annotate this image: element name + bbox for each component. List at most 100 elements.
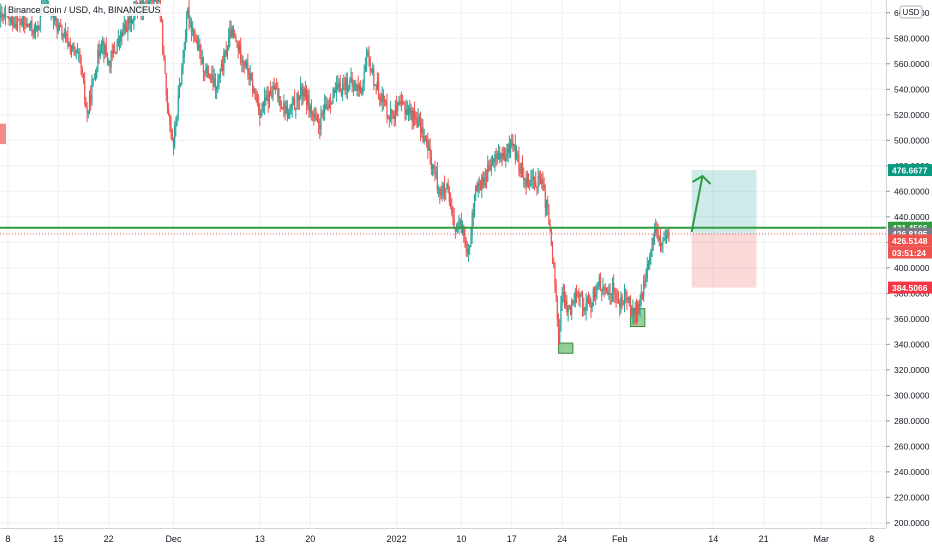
- candle-body: [458, 221, 459, 227]
- candle-body: [187, 8, 188, 16]
- candle-body: [74, 48, 75, 52]
- candle-body: [182, 57, 183, 66]
- candle-body: [460, 220, 461, 221]
- candle-body: [10, 18, 11, 21]
- candle-body: [109, 61, 110, 67]
- candle-body: [662, 240, 663, 244]
- candle-body: [278, 96, 279, 98]
- candle-body: [470, 235, 471, 245]
- candle-body: [254, 88, 255, 93]
- candle-body: [594, 289, 595, 297]
- candle-body: [59, 25, 60, 26]
- candle-body: [468, 248, 469, 253]
- candle-body: [284, 102, 285, 113]
- candle-body: [282, 108, 283, 109]
- candle-body: [311, 105, 312, 113]
- candle-body: [482, 177, 483, 185]
- candle-body: [178, 95, 179, 116]
- candle-body: [630, 303, 631, 311]
- candle-body: [128, 18, 129, 24]
- candle-body: [374, 85, 375, 86]
- candle-body: [269, 91, 270, 104]
- candle-body: [668, 231, 669, 241]
- candle-body: [17, 19, 18, 28]
- candle-body: [310, 105, 311, 112]
- candle-body: [186, 17, 187, 39]
- candle-body: [110, 51, 111, 67]
- y-tick-label: 520.0000: [894, 110, 930, 120]
- candle-body: [96, 70, 97, 77]
- candle-body: [439, 189, 440, 194]
- candle-body: [67, 36, 68, 46]
- candle-body: [530, 179, 531, 184]
- candle-body: [647, 264, 648, 278]
- candle-body: [533, 177, 534, 179]
- x-tick-label: 13: [255, 534, 265, 544]
- candle-body: [347, 78, 348, 91]
- candle-body: [667, 231, 668, 233]
- candle-body: [203, 57, 204, 72]
- candle-body: [511, 142, 512, 145]
- candle-body: [446, 184, 447, 189]
- candle-body: [546, 200, 547, 208]
- candle-body: [568, 306, 569, 312]
- candle-body: [488, 165, 489, 169]
- candle-body: [312, 113, 313, 114]
- candle-body: [485, 177, 486, 178]
- candle-body: [46, 0, 47, 1]
- price-label: 03:51:24: [892, 248, 926, 258]
- candle-body: [403, 103, 404, 104]
- candle-body: [424, 136, 425, 141]
- candle-body: [521, 163, 522, 174]
- candle-body: [170, 125, 171, 130]
- candle-body: [433, 165, 434, 168]
- candle-body: [432, 165, 433, 169]
- candle-body: [416, 120, 417, 127]
- candle-body: [413, 111, 414, 122]
- candle-body: [313, 114, 314, 117]
- candle-body: [639, 298, 640, 310]
- candle-body: [27, 24, 28, 26]
- candle-body: [418, 117, 419, 127]
- candle-body: [193, 29, 194, 39]
- candle-body: [552, 245, 553, 263]
- candle-body: [260, 110, 261, 118]
- x-tick-label: 21: [759, 534, 769, 544]
- candle-body: [39, 27, 40, 30]
- y-tick-label: 320.0000: [894, 365, 930, 375]
- candle-body: [547, 200, 548, 205]
- candle-body: [210, 79, 211, 80]
- candle-body: [602, 288, 603, 291]
- candle-body: [524, 180, 525, 181]
- candle-body: [478, 183, 479, 191]
- candle-body: [490, 169, 491, 171]
- candle-body: [78, 52, 79, 53]
- candle-body: [336, 84, 337, 93]
- candle-body: [475, 185, 476, 194]
- candle-body: [557, 297, 558, 319]
- candle-body: [452, 213, 453, 217]
- y-tick-label: 360.0000: [894, 314, 930, 324]
- candle-body: [632, 308, 633, 315]
- candle-body: [307, 95, 308, 105]
- y-tick-label: 220.0000: [894, 492, 930, 502]
- candle-body: [592, 306, 593, 308]
- candle-body: [122, 30, 123, 36]
- candle-body: [499, 152, 500, 159]
- candle-body: [443, 185, 444, 189]
- y-tick-label: 240.0000: [894, 467, 930, 477]
- candle-body: [380, 101, 381, 102]
- candle-body: [534, 177, 535, 182]
- candle-body: [605, 288, 606, 289]
- candle-body: [320, 113, 321, 130]
- candle-body: [620, 297, 621, 307]
- candle-body: [607, 291, 608, 295]
- y-tick-label: 260.0000: [894, 441, 930, 451]
- y-tick-label: 280.0000: [894, 416, 930, 426]
- x-tick-label: 14: [708, 534, 718, 544]
- candle-body: [70, 43, 71, 51]
- candle-body: [565, 300, 566, 306]
